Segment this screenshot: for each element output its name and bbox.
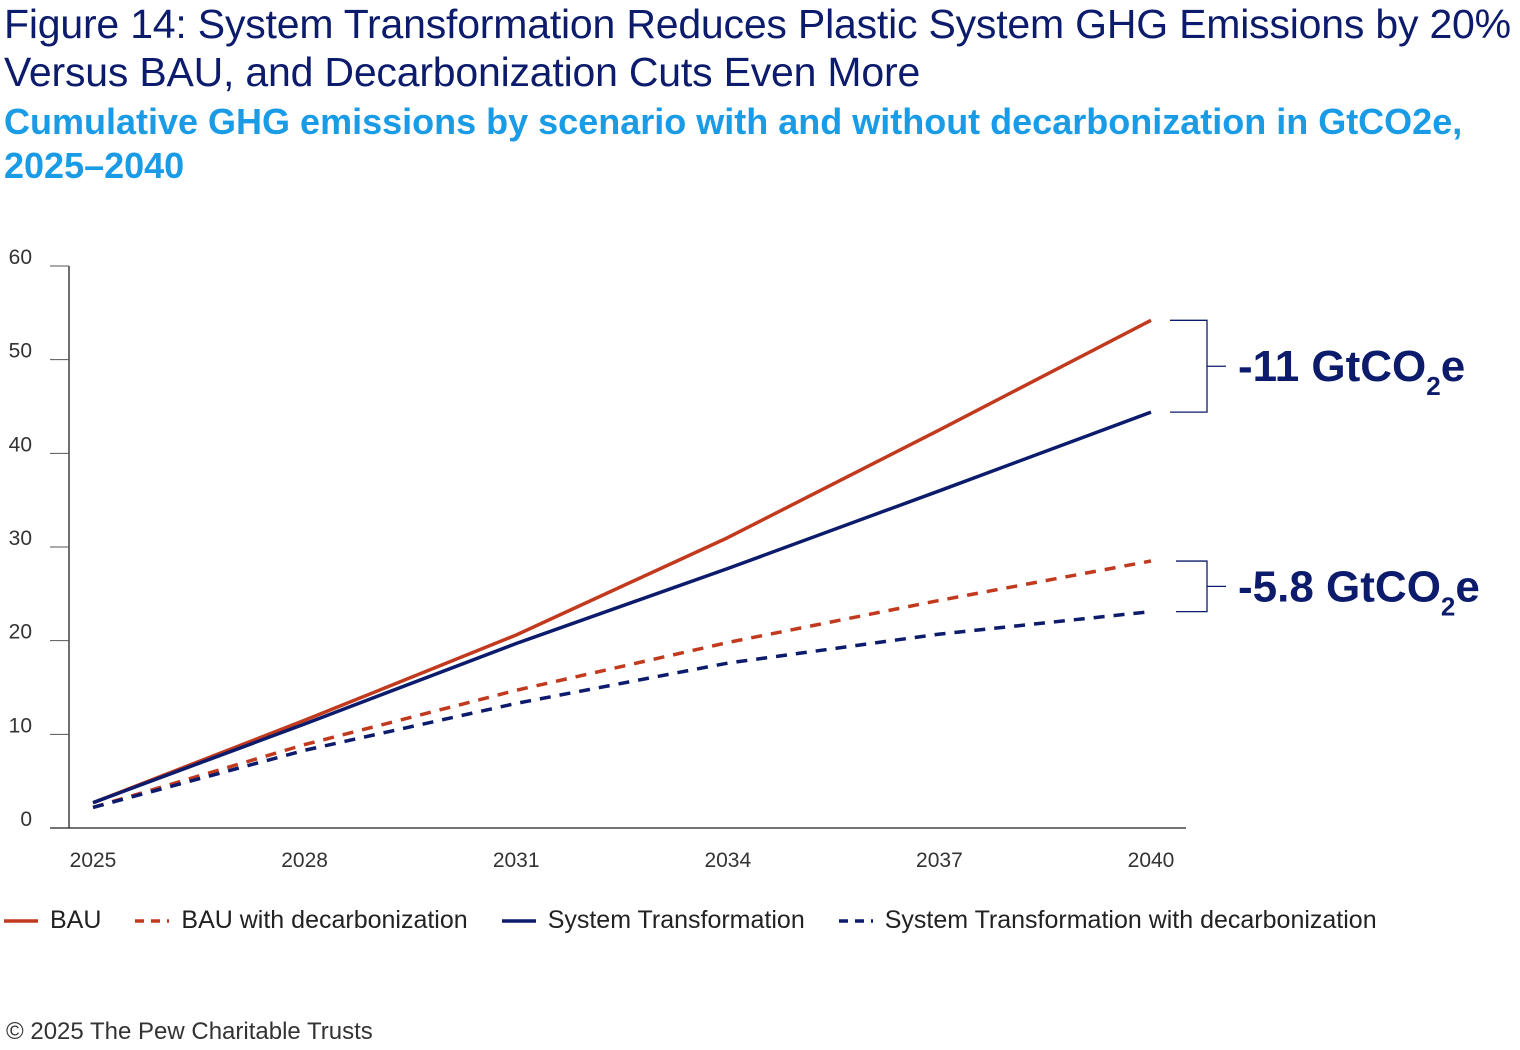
axes: 0 10 20 30 40 50 60 2025 2028 2031 2034 2037 2040 — [9, 246, 1186, 872]
y-tick-label: 0 — [20, 808, 32, 831]
legend-label: BAU with decarbonization — [181, 906, 468, 934]
annotations: -11 GtCO2e-5.8 GtCO2e — [1170, 319, 1480, 621]
annotation-suffix: e — [1441, 342, 1465, 391]
y-tick-label: 30 — [9, 527, 32, 550]
chart-title: Figure 14: System Transformation Reduces… — [4, 1, 1511, 95]
x-tick-label: 2037 — [916, 849, 963, 872]
series-lines — [92, 318, 1152, 810]
x-tick-label: 2025 — [70, 849, 117, 872]
y-tick-label: 40 — [9, 433, 32, 456]
annotation-label: -11 GtCO2e — [1238, 342, 1465, 401]
x-tick-label: 2028 — [281, 849, 328, 872]
line-chart: 0 10 20 30 40 50 60 2025 2028 2031 2034 2037 2040 -1… — [9, 246, 1480, 872]
legend-item: System Transformation — [501, 906, 805, 935]
annotation-label: -5.8 GtCO2e — [1238, 562, 1480, 621]
x-tick-label: 2031 — [493, 849, 540, 872]
bracket — [1170, 319, 1226, 413]
annotation-value: -11 GtCO — [1238, 342, 1426, 391]
copyright: © 2025 The Pew Charitable Trusts — [6, 1018, 373, 1045]
x-tick-label: 2040 — [1128, 849, 1175, 872]
annotation-subscript: 2 — [1426, 371, 1440, 401]
legend-item: BAU with decarbonization — [135, 906, 468, 935]
y-tick-label: 20 — [9, 621, 32, 644]
bracket — [1176, 560, 1226, 613]
series-line-bau-with-decarbonization — [92, 559, 1152, 810]
annotation-suffix: e — [1455, 562, 1479, 611]
y-tick-label: 10 — [9, 714, 32, 737]
legend-swatch — [4, 918, 38, 923]
y-tick-label: 50 — [9, 340, 32, 363]
legend-item: System Transformation with decarbonizati… — [838, 906, 1377, 935]
x-tick-label: 2034 — [704, 849, 751, 872]
annotation-value: -5.8 GtCO — [1238, 562, 1441, 611]
legend-label: System Transformation with decarbonizati… — [884, 906, 1377, 934]
legend-swatch — [838, 918, 873, 923]
legend: BAU BAU with decarbonization System Transf… — [4, 906, 1411, 935]
legend-label: BAU — [50, 906, 102, 934]
series-line-system-transformation — [92, 410, 1152, 805]
annotation-subscript: 2 — [1441, 591, 1455, 621]
chart-subtitle: Cumulative GHG emissions by scenario wit… — [4, 101, 1463, 186]
y-tick-label: 60 — [9, 246, 32, 269]
legend-label: System Transformation — [547, 906, 805, 934]
legend-item: BAU — [4, 906, 101, 935]
legend-swatch — [135, 918, 170, 923]
series-line-bau — [92, 318, 1152, 805]
legend-swatch — [501, 918, 536, 923]
series-line-system-transformation-with-decarbonization — [92, 609, 1152, 810]
